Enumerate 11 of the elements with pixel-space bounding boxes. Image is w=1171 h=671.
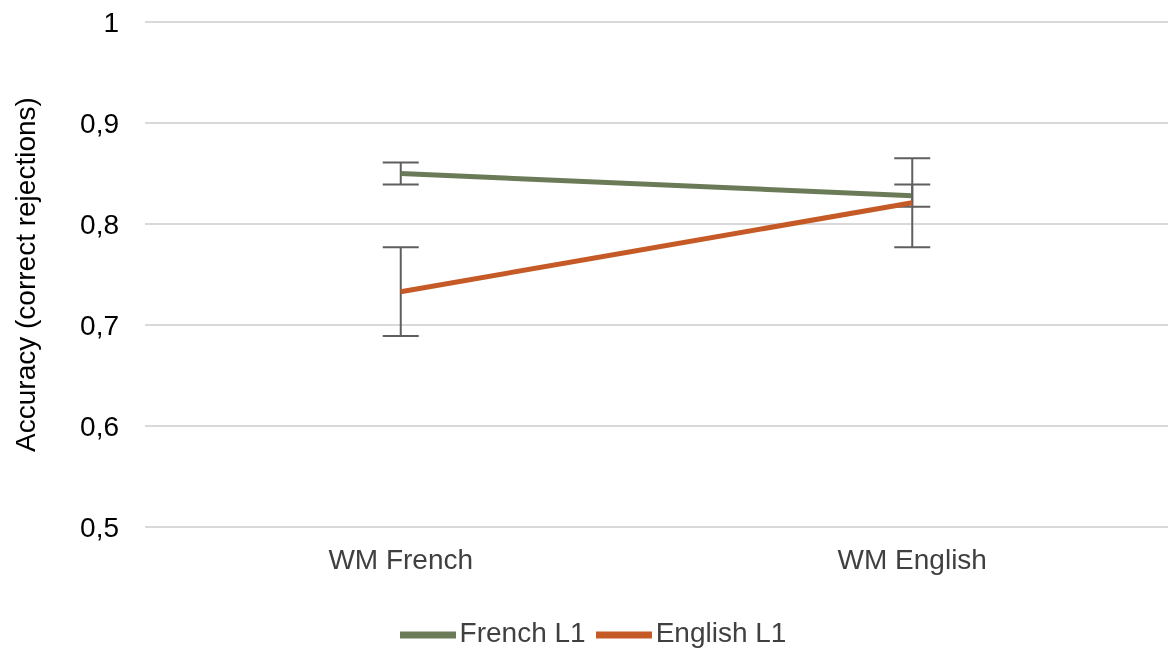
- legend-label: English L1: [655, 617, 787, 649]
- y-tick-label: 0,6: [80, 410, 119, 442]
- y-tick-label: 0,7: [80, 309, 119, 341]
- legend-label: French L1: [459, 617, 586, 649]
- y-axis-title: Accuracy (correct rejections): [9, 97, 41, 452]
- y-tick-label: 0,8: [80, 208, 119, 240]
- y-tick-label: 0,9: [80, 107, 119, 139]
- y-tick-label: 1: [103, 6, 119, 38]
- x-tick-label: WM French: [328, 543, 474, 575]
- x-tick-label: WM English: [837, 543, 987, 575]
- y-tick-label: 0,5: [80, 511, 119, 543]
